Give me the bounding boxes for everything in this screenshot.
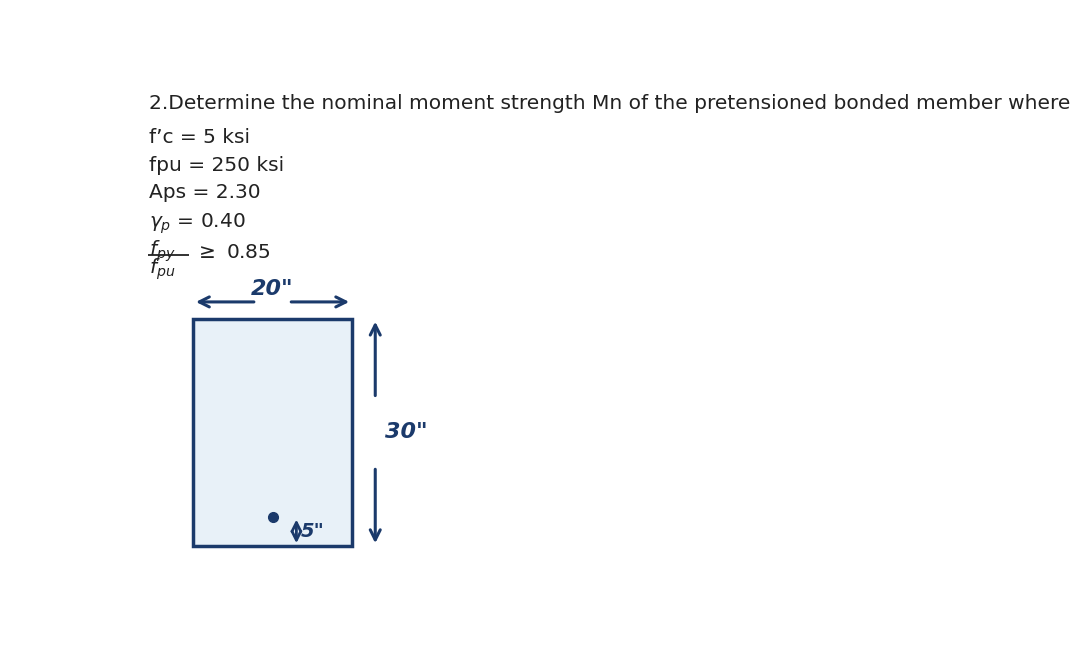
Text: 30": 30" <box>384 422 428 442</box>
Text: 2.Determine the nominal moment strength Mn of the pretensioned bonded member whe: 2.Determine the nominal moment strength … <box>149 94 1070 113</box>
Text: 5": 5" <box>301 522 325 541</box>
Text: fpu = 250 ksi: fpu = 250 ksi <box>149 156 284 174</box>
Text: $f_{py}$: $f_{py}$ <box>149 238 175 265</box>
Bar <box>193 319 352 546</box>
Text: f’c = 5 ksi: f’c = 5 ksi <box>149 128 249 147</box>
Text: $f_{pu}$: $f_{pu}$ <box>149 257 175 282</box>
Text: $\gamma_p$ = 0.40: $\gamma_p$ = 0.40 <box>149 211 245 236</box>
Text: 20": 20" <box>252 279 294 299</box>
Text: Aps = 2.30: Aps = 2.30 <box>149 183 260 202</box>
Text: $\geq$ 0.85: $\geq$ 0.85 <box>195 243 271 263</box>
